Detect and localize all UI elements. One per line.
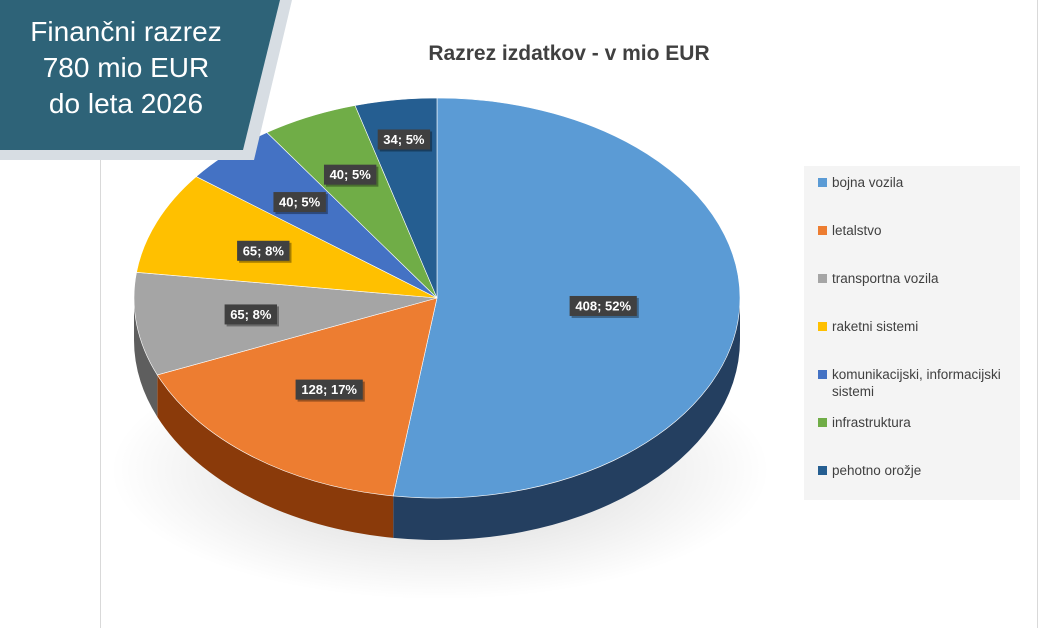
pie-slice-bojna-vozila bbox=[392, 97, 741, 499]
legend-item-pehotno-orozje: pehotno orožje bbox=[818, 462, 1020, 510]
data-label-text: 34; 5% bbox=[383, 132, 425, 147]
data-label-text: 128; 17% bbox=[301, 382, 357, 397]
data-label-pehotno-orozje: 34; 5% bbox=[377, 129, 433, 152]
data-label-infrastruktura: 40; 5% bbox=[323, 164, 379, 187]
pie-labels: 408; 52% 128; 17% 65; 8% 65; 8% 40; 5% 40; 5%… bbox=[224, 129, 639, 402]
legend-swatch bbox=[818, 418, 827, 427]
legend-label: pehotno orožje bbox=[832, 463, 922, 478]
legend-label: infrastruktura bbox=[832, 415, 911, 430]
pie-sides bbox=[134, 298, 740, 540]
data-label-text: 40; 5% bbox=[279, 195, 321, 210]
pie-side-transportna-vozila bbox=[134, 298, 158, 417]
banner-text: Finančni razrez 780 mio EUR do leta 2026 bbox=[0, 14, 252, 122]
legend-label: bojna vozila bbox=[832, 175, 904, 190]
banner-line-2: 780 mio EUR bbox=[42, 52, 210, 83]
pie-slice-transportna-vozila bbox=[133, 271, 438, 376]
data-label-text: 40; 5% bbox=[330, 167, 372, 182]
data-label-text: 65; 8% bbox=[230, 307, 272, 322]
legend-swatch bbox=[818, 226, 827, 235]
legend: bojna vozila letalstvo transportna vozil… bbox=[804, 166, 1020, 500]
data-label-letalstvo: 128; 17% bbox=[295, 379, 365, 402]
pie-side-bojna-vozila bbox=[393, 298, 740, 540]
data-label-komunikacijski-sistemi: 40; 5% bbox=[273, 192, 328, 215]
data-label-text: 408; 52% bbox=[575, 298, 631, 313]
legend-swatch bbox=[818, 274, 827, 283]
legend-swatch bbox=[818, 370, 827, 379]
data-label-box bbox=[323, 164, 377, 185]
legend-label: letalstvo bbox=[832, 223, 882, 238]
data-label-bojna-vozila: 408; 52% bbox=[569, 295, 639, 318]
data-label-box bbox=[377, 129, 431, 150]
legend-item-letalstvo: letalstvo bbox=[818, 222, 1020, 270]
legend-item-bojna-vozila: bojna vozila bbox=[818, 174, 1020, 222]
data-label-box bbox=[224, 304, 277, 325]
chart-title: Razrez izdatkov - v mio EUR bbox=[428, 42, 710, 65]
pie-side-letalstvo bbox=[157, 374, 394, 538]
legend-item-infrastruktura: infrastruktura bbox=[818, 414, 1020, 462]
banner-background bbox=[0, 0, 280, 150]
data-label-box bbox=[295, 379, 363, 400]
legend-item-komunikacijski-sistemi: komunikacijski, informacijski sistemi bbox=[818, 366, 1020, 414]
legend-label: raketni sistemi bbox=[832, 319, 919, 334]
banner-line-1: Finančni razrez bbox=[30, 16, 222, 47]
legend-item-raketni-sistemi: raketni sistemi bbox=[818, 318, 1020, 366]
data-label-box bbox=[237, 240, 290, 261]
legend-swatch bbox=[818, 322, 827, 331]
legend-label: transportna vozila bbox=[832, 271, 939, 286]
legend-swatch bbox=[818, 178, 827, 187]
pie-slice-raketni-sistemi bbox=[136, 176, 438, 299]
data-label-text: 65; 8% bbox=[243, 243, 285, 258]
data-label-box bbox=[273, 192, 326, 213]
legend-swatch bbox=[818, 466, 827, 475]
data-label-raketni-sistemi: 65; 8% bbox=[237, 240, 292, 263]
data-label-transportna-vozila: 65; 8% bbox=[224, 304, 279, 327]
banner-line-3: do leta 2026 bbox=[48, 88, 204, 119]
legend-label: komunikacijski, informacijski sistemi bbox=[832, 367, 1001, 399]
data-label-box bbox=[569, 295, 637, 316]
corner-banner bbox=[0, 0, 292, 160]
legend-item-transportna-vozila: transportna vozila bbox=[818, 270, 1020, 318]
